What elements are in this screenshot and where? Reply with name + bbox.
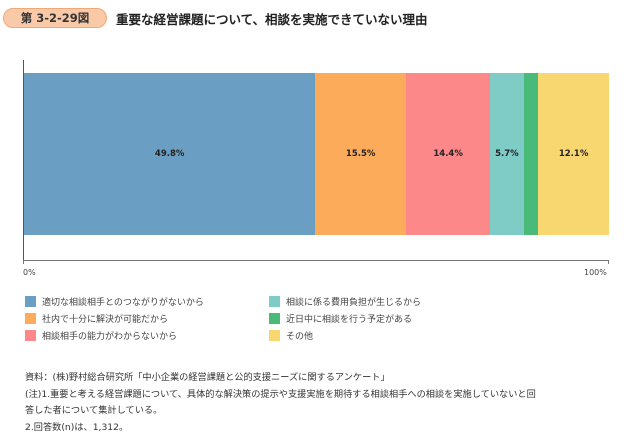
segment-value-label: 15.5% xyxy=(345,149,376,159)
legend-swatch xyxy=(25,296,36,307)
legend-item: 近日中に相談を行う予定がある xyxy=(269,312,412,325)
segment-value-label: 49.8% xyxy=(154,149,185,159)
legend-item: 相談に係る費用負担が生じるから xyxy=(269,295,421,308)
bar-segment: 49.8% xyxy=(24,73,316,235)
figure-number: 第 3-2-29図 xyxy=(20,11,90,25)
bar-segment xyxy=(523,73,539,235)
note-1-line-1: (注)1.重要と考える経営課題について、具体的な解決策の提示や支援実施を期待する… xyxy=(25,388,536,400)
stacked-bar: 49.8% 15.5% 14.4% 5.7% 12.1% xyxy=(24,73,609,235)
segment-value-label: 12.1% xyxy=(558,149,589,159)
x-axis-line xyxy=(23,260,609,261)
bar-segment: 5.7% xyxy=(490,73,524,235)
legend-swatch xyxy=(25,313,36,324)
segment-value-label: 5.7% xyxy=(495,149,519,159)
legend-item: 相談相手の能力がわからないから xyxy=(25,329,177,342)
x-tick-label-min: 0% xyxy=(23,268,36,277)
source-note: 資料：(株)野村総合研究所「中小企業の経営課題と公的支援ニーズに関するアンケート… xyxy=(25,372,390,383)
legend-swatch xyxy=(269,296,280,307)
legend-item: 適切な相談相手とのつながりがないから xyxy=(25,295,204,308)
notes: 資料：(株)野村総合研究所「中小企業の経営課題と公的支援ニーズに関するアンケート… xyxy=(25,370,625,436)
y-axis-line xyxy=(23,60,24,260)
note-2: 2.回答数(n)は、1,312。 xyxy=(25,421,129,433)
legend-swatch xyxy=(25,330,36,341)
bar-segment: 14.4% xyxy=(406,73,491,235)
bar-segment: 12.1% xyxy=(538,73,609,235)
legend-swatch xyxy=(269,330,280,341)
legend-item: 社内で十分に解決が可能だから xyxy=(25,312,168,325)
legend-item: その他 xyxy=(269,329,313,342)
x-tick-label-max: 100% xyxy=(584,268,607,277)
bar-segment: 15.5% xyxy=(315,73,406,235)
x-tick-0 xyxy=(23,260,24,264)
x-tick-100 xyxy=(608,260,609,264)
note-1-line-2: 答した者について集計している。 xyxy=(25,405,163,416)
legend-swatch xyxy=(269,313,280,324)
legend-label: 相談相手の能力がわからないから xyxy=(42,332,178,342)
legend-label: 相談に係る費用負担が生じるから xyxy=(286,298,422,308)
chart-title: 重要な経営課題について、相談を実施できていない理由 xyxy=(116,12,428,27)
legend-label: その他 xyxy=(286,332,314,342)
legend-label: 社内で十分に解決が可能だから xyxy=(42,315,169,325)
segment-value-label: 14.4% xyxy=(433,149,463,159)
legend-label: 近日中に相談を行う予定がある xyxy=(286,315,413,325)
figure-number-badge: 第 3-2-29図 xyxy=(3,8,107,28)
legend-label: 適切な相談相手とのつながりがないから xyxy=(42,298,204,308)
